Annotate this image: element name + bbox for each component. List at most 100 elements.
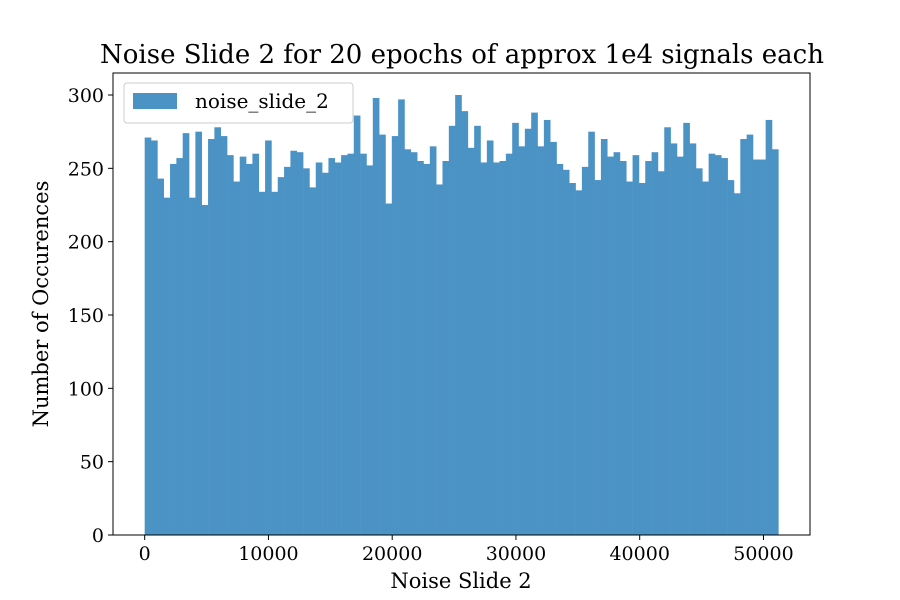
histogram-bar [189,197,196,536]
histogram-bar [683,122,690,536]
histogram-bar [284,166,291,535]
histogram-bar [550,141,557,535]
y-axis-ticks: 0 50 100 150 200 250 300 [68,85,113,547]
histogram-bar [575,190,583,535]
legend-label: noise_slide_2 [195,89,329,113]
x-tick-label: 50000 [733,543,793,565]
histogram-bar [467,147,475,536]
histogram-bar [341,155,348,535]
histogram-bar [556,163,564,535]
histogram-bar [746,134,754,535]
legend-box [123,82,354,124]
histogram-bar [366,165,374,535]
histogram-bar [461,111,469,535]
histogram-bar [765,119,773,536]
histogram-bar [695,168,703,535]
histogram-bar [410,152,418,535]
histogram-bar [759,159,766,535]
histogram-bar [613,152,621,535]
histogram-bar [588,131,595,536]
histogram-bar [594,180,602,535]
histogram-bar [309,187,317,535]
histogram-bar [499,161,507,535]
histogram-bar [771,149,779,535]
histogram-bar [486,140,494,535]
x-axis-label: Noise Slide 2 [390,569,531,593]
histogram-bar [524,128,532,536]
legend-swatch [133,93,177,109]
x-tick-label: 30000 [486,543,546,565]
histogram-bar [638,183,646,535]
legend: noise_slide_2 [123,82,354,124]
histogram-bar [537,146,545,535]
histogram-bar [290,150,298,536]
histogram-bar [214,127,222,536]
histogram-bar [303,168,310,535]
y-axis-label: Number of Occurences [29,181,53,428]
histogram-bar [455,95,462,535]
histogram-bar [480,162,488,535]
y-tick-label: 300 [68,85,104,107]
bars-group [144,95,779,536]
histogram-bar [258,191,266,536]
histogram-bar [163,197,171,536]
histogram-bar [600,139,608,535]
histogram-bar [657,171,665,535]
histogram-bar [201,205,209,535]
histogram-bar [151,140,158,535]
histogram-bar [385,203,393,535]
histogram-bar [208,139,215,535]
x-tick-label: 20000 [362,543,422,565]
histogram-bar [721,158,728,535]
histogram-bar [328,158,336,535]
histogram-bar [733,193,741,535]
histogram-bar [265,140,272,535]
histogram-bar [651,152,659,535]
x-tick-label: 0 [139,543,151,565]
histogram-bar [182,133,190,535]
histogram-bar [670,143,678,535]
histogram-bar [664,127,671,536]
histogram-bar [727,180,735,535]
histogram-bar [581,166,589,535]
histogram-bar [531,112,538,535]
y-tick-label: 250 [68,158,104,180]
histogram-bar [543,119,551,536]
histogram-bar [157,178,164,535]
histogram-bar [689,143,697,535]
histogram-bar [619,161,627,535]
histogram-bar [740,139,747,535]
y-tick-label: 0 [92,525,104,547]
histogram-bar [144,137,152,535]
histogram-bar [334,162,342,535]
histogram-bar [714,155,722,535]
histogram-bar [227,155,234,535]
y-tick-label: 100 [68,378,104,400]
histogram-bar [296,152,304,535]
histogram-bar [391,136,399,535]
y-tick-label: 50 [80,452,104,474]
histogram-bar [252,153,260,536]
histogram-bar [271,191,279,536]
histogram-bar [632,155,640,535]
histogram-bar [404,149,412,535]
histogram-bar [512,122,519,536]
histogram-bar [436,184,443,535]
histogram-bar [170,163,177,535]
histogram-bar [195,131,203,536]
histogram-bar [626,181,633,535]
histogram-bar [398,99,405,536]
histogram-bar [353,115,361,535]
histogram-bar [505,153,513,536]
histogram-bar [708,153,716,536]
histogram-bar [176,158,183,535]
histogram-bar [474,125,481,536]
histogram-bar [347,153,355,536]
histogram-bar [702,181,709,535]
x-axis-ticks: 0 10000 20000 30000 40000 50000 [139,535,794,565]
histogram-bar [518,146,526,535]
chart-title: Noise Slide 2 for 20 epochs of approx 1e… [100,40,824,70]
histogram-bar [315,162,323,535]
histogram-bar [322,172,329,536]
